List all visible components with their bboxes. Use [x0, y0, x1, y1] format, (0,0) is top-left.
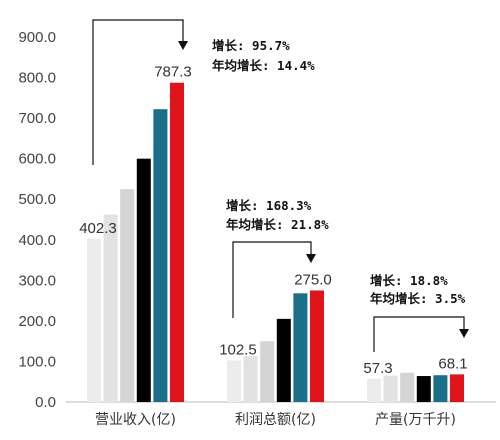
data-label-first: 57.3: [363, 360, 392, 377]
y-tick-label: 400.0: [18, 232, 56, 249]
bar: [433, 375, 448, 402]
growth-bracket-line: [232, 241, 312, 318]
data-label-first: 102.5: [219, 341, 257, 358]
y-tick-label: 100.0: [18, 353, 56, 370]
y-tick-label: 900.0: [18, 29, 56, 46]
category-label: 利润总额(亿): [235, 412, 316, 428]
bar: [120, 189, 135, 402]
y-tick-label: 300.0: [18, 272, 56, 289]
bar: [293, 293, 308, 402]
category-label: 产量(万千升): [375, 412, 456, 428]
annual-growth-annotation: 年均增长: 21.8%: [226, 217, 329, 232]
bar: [383, 375, 398, 402]
growth-bracket-line: [92, 19, 184, 165]
annual-growth-annotation: 年均增长: 3.5%: [370, 291, 466, 306]
bar: [87, 238, 101, 402]
growth-bracket-line: [373, 316, 465, 352]
bar: [260, 341, 275, 402]
y-tick-label: 600.0: [18, 151, 56, 168]
arrow-head-icon: [306, 254, 316, 263]
bar: [103, 214, 118, 402]
bar: [416, 376, 431, 402]
y-tick-label: 800.0: [18, 70, 56, 87]
y-tick-label: 500.0: [18, 191, 56, 208]
annual-growth-annotation: 年均增长: 14.4%: [212, 58, 315, 73]
arrow-head-icon: [459, 329, 469, 338]
bar: [170, 82, 184, 402]
bar: [136, 158, 151, 402]
bar: [400, 372, 415, 402]
growth-annotation: 增长: 168.3%: [226, 198, 312, 213]
data-label-last: 275.0: [294, 271, 332, 288]
data-label-first: 402.3: [79, 220, 117, 237]
data-label-last: 787.3: [154, 64, 192, 81]
bar: [450, 374, 464, 402]
bar: [153, 109, 168, 402]
bar: [276, 318, 291, 402]
category-label: 营业收入(亿): [95, 412, 176, 428]
y-tick-label: 0.0: [35, 394, 56, 411]
bar: [243, 356, 258, 402]
growth-annotation: 增长: 95.7%: [212, 38, 290, 53]
y-tick-label: 200.0: [18, 313, 56, 330]
y-tick-label: 700.0: [18, 110, 56, 127]
data-label-last: 68.1: [438, 355, 467, 372]
bar: [310, 290, 324, 402]
bar: [367, 378, 381, 402]
growth-annotation: 增长: 18.8%: [370, 273, 448, 288]
arrow-head-icon: [178, 41, 188, 50]
bar: [227, 360, 241, 402]
